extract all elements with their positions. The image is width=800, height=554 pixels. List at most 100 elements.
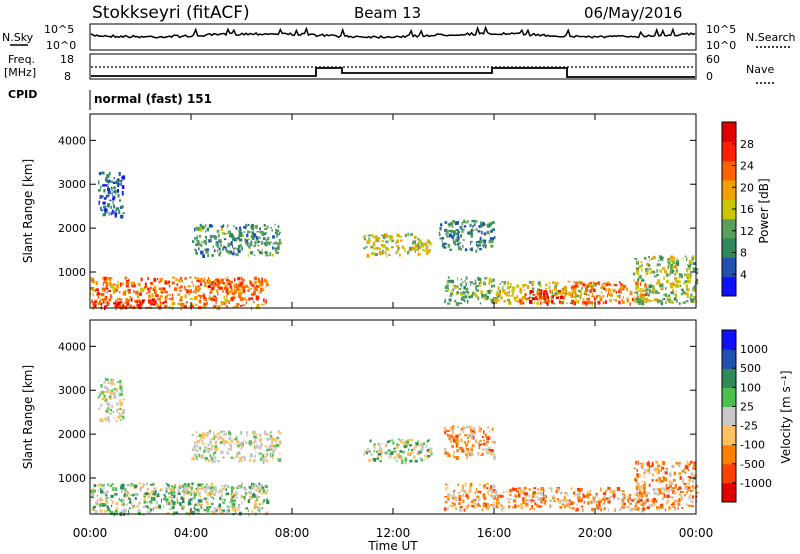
power-cell-10-97 bbox=[586, 283, 589, 286]
power-cell-5-114 bbox=[363, 247, 366, 250]
velocity-cell-3-221 bbox=[198, 440, 201, 443]
power-cell-11-124 bbox=[659, 269, 662, 272]
velocity-cell-0-110 bbox=[126, 503, 128, 506]
velocity-cell-2-3 bbox=[113, 392, 116, 396]
velocity-cell-8-129 bbox=[639, 462, 642, 465]
velocity-cell-7-173 bbox=[592, 496, 596, 500]
xtick-label-2: 08:00 bbox=[275, 526, 310, 540]
power-cell-4-59 bbox=[215, 242, 218, 246]
velocity-cell-6-51 bbox=[462, 486, 464, 490]
velocity-cell-2-6 bbox=[101, 403, 103, 407]
power-cell-0-306 bbox=[125, 282, 127, 285]
power-cell-5-15 bbox=[426, 245, 429, 248]
power-cell-5-105 bbox=[397, 247, 400, 251]
power-cell-11-196 bbox=[670, 265, 672, 269]
power-cell-8-66 bbox=[563, 285, 567, 290]
power-cell-0-303 bbox=[265, 299, 267, 303]
velocity-cell-3-43 bbox=[212, 446, 214, 450]
velocity-cell-7-176 bbox=[607, 508, 610, 512]
velocity-cell-3-76 bbox=[206, 448, 208, 452]
power-cell-8-86 bbox=[545, 283, 548, 287]
power-cell-7-95 bbox=[468, 295, 471, 299]
velocity-cell-5-72 bbox=[483, 430, 485, 435]
power-cell-4-223 bbox=[247, 230, 251, 234]
power-cell-7-58 bbox=[484, 277, 488, 280]
velocity-cell-4-68 bbox=[413, 446, 416, 451]
velocity-cell-3-97 bbox=[201, 432, 206, 436]
velocity-cell-3-151 bbox=[194, 455, 196, 458]
power-cell-3-47 bbox=[118, 173, 121, 177]
velocity-cell-8-29 bbox=[663, 477, 665, 482]
power-cell-7-107 bbox=[463, 299, 466, 302]
velocity-cell-8-85 bbox=[656, 492, 659, 497]
power-cell-2-17 bbox=[249, 282, 251, 286]
power-cell-4-110 bbox=[198, 234, 202, 238]
velocity-cell-6-86 bbox=[488, 489, 493, 491]
velocity-cell-8-130 bbox=[660, 504, 663, 507]
velocity-cell-0-287 bbox=[203, 497, 207, 500]
power-cell-11-75 bbox=[687, 289, 690, 292]
velocity-cell-0-415 bbox=[171, 492, 173, 496]
velocity-colorbar-label-4: -25 bbox=[740, 420, 758, 433]
nsky-panel-frame bbox=[89, 23, 697, 51]
power-cell-10-55 bbox=[603, 286, 606, 288]
velocity-cell-7-246 bbox=[591, 507, 594, 512]
power-cell-5-104 bbox=[408, 248, 411, 251]
power-cell-4-122 bbox=[249, 242, 253, 247]
power-cell-4-177 bbox=[235, 253, 239, 257]
power-cell-11-28 bbox=[684, 291, 687, 295]
velocity-cell-3-142 bbox=[261, 457, 264, 461]
velocity-cell-2-53 bbox=[122, 398, 126, 401]
power-cell-10-84 bbox=[597, 281, 601, 286]
velocity-cell-8-187 bbox=[637, 482, 639, 487]
power-cell-4-200 bbox=[219, 240, 221, 245]
power-cell-11-51 bbox=[658, 255, 662, 259]
velocity-cell-1-27 bbox=[185, 490, 188, 494]
velocity-cell-8-7 bbox=[636, 480, 638, 485]
power-cell-11-186 bbox=[672, 265, 674, 268]
velocity-cell-0-257 bbox=[179, 484, 183, 487]
power-cell-8-54 bbox=[500, 296, 503, 300]
velocity-cell-8-162 bbox=[675, 462, 679, 465]
power-cell-0-448 bbox=[97, 295, 100, 299]
velocity-cell-0-295 bbox=[259, 509, 261, 513]
power-cell-0-416 bbox=[104, 277, 108, 280]
velocity-cell-1-52 bbox=[186, 486, 189, 490]
velocity-cell-0-332 bbox=[137, 511, 141, 515]
power-cell-0-447 bbox=[228, 290, 232, 294]
power-cell-1-39 bbox=[98, 302, 100, 305]
power-colorbar-label-1: 8 bbox=[740, 247, 747, 260]
power-cell-11-6 bbox=[645, 271, 649, 275]
velocity-cell-8-194 bbox=[684, 465, 689, 470]
power-cell-9-28 bbox=[549, 290, 551, 294]
velocity-cell-5-106 bbox=[444, 429, 448, 431]
velocity-cell-3-201 bbox=[210, 438, 212, 443]
velocity-cell-4-17 bbox=[400, 455, 403, 459]
power-cell-0-378 bbox=[225, 287, 229, 290]
power-cell-3-88 bbox=[108, 212, 110, 216]
velocity-cell-7-86 bbox=[626, 505, 630, 509]
power-cell-10-85 bbox=[607, 291, 609, 294]
power-cell-0-353 bbox=[104, 289, 106, 293]
power-cell-1-33 bbox=[163, 300, 168, 303]
power-cell-11-247 bbox=[641, 296, 645, 299]
power-cell-10-106 bbox=[580, 282, 583, 285]
velocity-cell-5-18 bbox=[491, 428, 494, 431]
velocity-cell-2-65 bbox=[108, 419, 110, 423]
power-cell-8-57 bbox=[505, 291, 508, 295]
velocity-cell-0-412 bbox=[238, 508, 240, 510]
power-cell-6-26 bbox=[494, 236, 496, 240]
velocity-cell-0-393 bbox=[90, 496, 93, 498]
velocity-cell-7-52 bbox=[537, 487, 540, 491]
velocity-cell-7-115 bbox=[525, 493, 527, 498]
power-cell-0-344 bbox=[199, 278, 203, 280]
velocity-cell-8-90 bbox=[639, 503, 643, 506]
velocity-cell-2-37 bbox=[112, 388, 114, 390]
velocity-cell-5-52 bbox=[455, 434, 459, 439]
power-cell-11-121 bbox=[654, 271, 656, 274]
power-cell-4-191 bbox=[219, 244, 222, 247]
velocity-cell-2-79 bbox=[109, 381, 112, 384]
power-cell-11-161 bbox=[669, 282, 673, 286]
